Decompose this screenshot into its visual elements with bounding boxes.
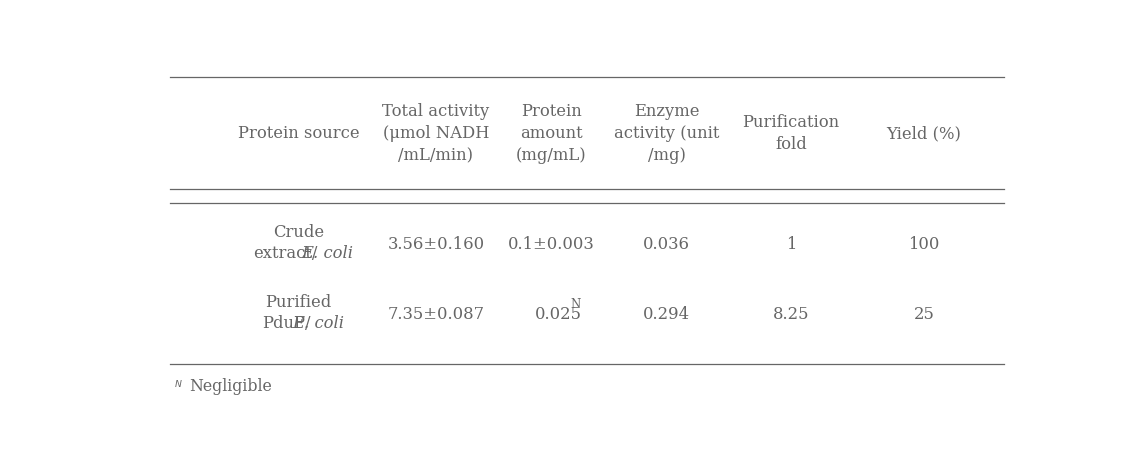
Text: N: N bbox=[571, 298, 582, 310]
Text: Purification
fold: Purification fold bbox=[742, 114, 839, 153]
Text: E. coli: E. coli bbox=[301, 244, 354, 261]
Text: 8.25: 8.25 bbox=[773, 305, 810, 322]
Text: 0.036: 0.036 bbox=[643, 235, 690, 252]
Text: 100: 100 bbox=[908, 235, 940, 252]
Text: 25: 25 bbox=[914, 305, 934, 322]
Text: 0.294: 0.294 bbox=[643, 305, 690, 322]
Text: Protein
amount
(mg/mL): Protein amount (mg/mL) bbox=[516, 103, 586, 164]
Text: 7.35±0.087: 7.35±0.087 bbox=[387, 305, 484, 322]
Text: 0.1±0.003: 0.1±0.003 bbox=[508, 235, 594, 252]
Text: Negligible: Negligible bbox=[189, 377, 273, 394]
Text: Purified: Purified bbox=[266, 293, 332, 310]
Text: Crude: Crude bbox=[273, 223, 324, 240]
Text: Enzyme
activity (unit
/mg): Enzyme activity (unit /mg) bbox=[614, 103, 719, 164]
Text: 1: 1 bbox=[785, 235, 796, 252]
Text: $^{N}$: $^{N}$ bbox=[174, 379, 183, 392]
Text: 0.025: 0.025 bbox=[536, 305, 583, 322]
Text: Protein source: Protein source bbox=[238, 125, 360, 142]
Text: PduP/: PduP/ bbox=[262, 314, 310, 331]
Text: Total activity
(μmol NADH
/mL/min): Total activity (μmol NADH /mL/min) bbox=[382, 103, 490, 164]
Text: 3.56±0.160: 3.56±0.160 bbox=[387, 235, 484, 252]
Text: Yield (%): Yield (%) bbox=[886, 125, 962, 142]
Text: E. coli: E. coli bbox=[292, 314, 345, 331]
Text: extract/: extract/ bbox=[253, 244, 317, 261]
